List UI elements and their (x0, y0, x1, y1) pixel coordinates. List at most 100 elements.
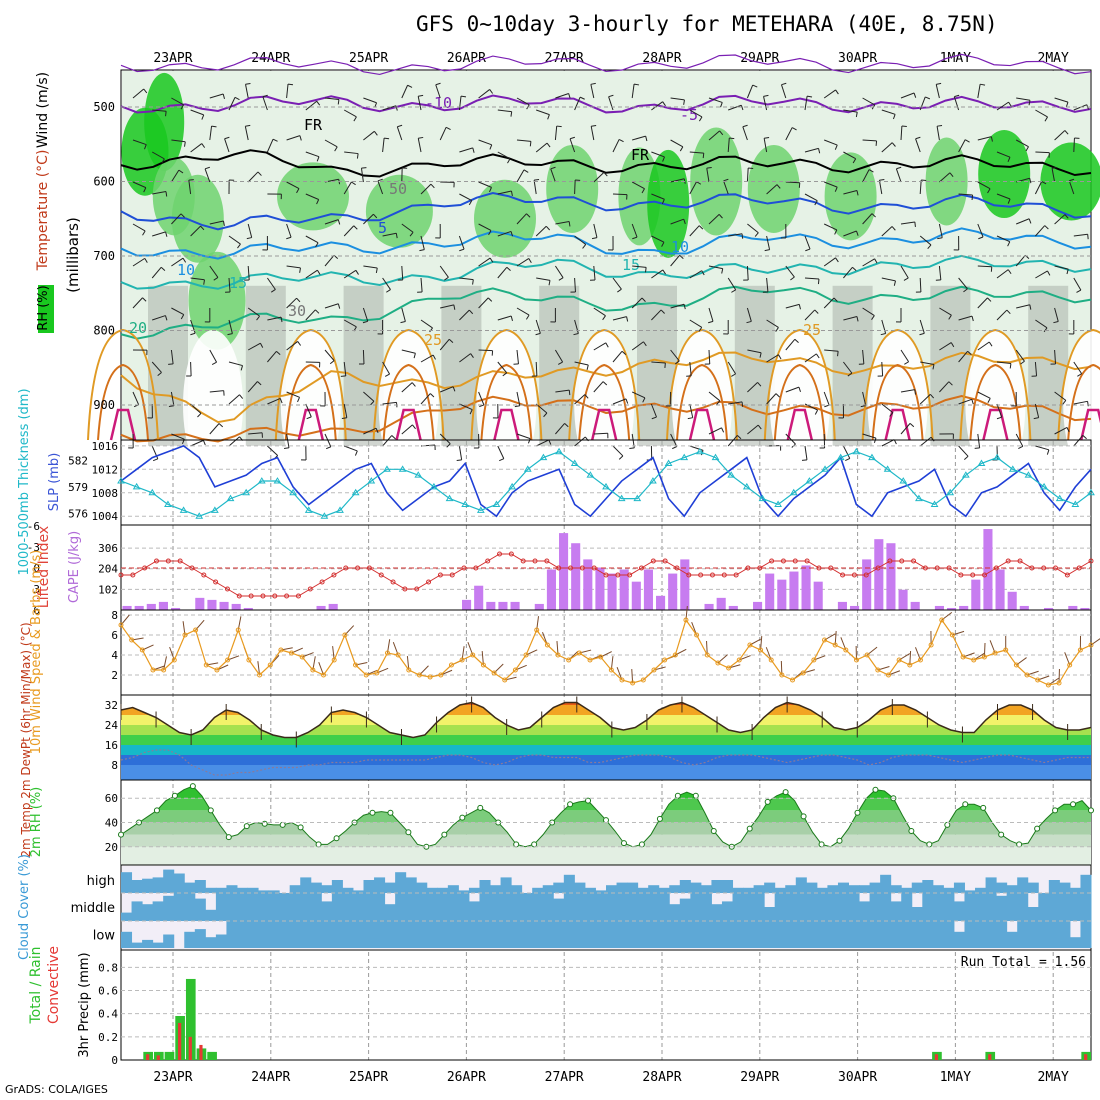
wind-barb (919, 277, 922, 293)
wind-barb (746, 307, 752, 322)
cloud-cell (152, 877, 164, 893)
cape-bar (704, 603, 714, 610)
rh-axis-label: 2m RH (%) (29, 787, 44, 858)
wind-barb (708, 349, 711, 365)
wind-barb (497, 361, 508, 374)
wind-barb (535, 142, 548, 153)
wind-barb-flag (978, 236, 984, 240)
li-marker (520, 558, 526, 564)
wind-barb (689, 403, 694, 418)
cloud-cell (975, 921, 987, 948)
wind-barb-flag (990, 136, 993, 142)
cape-bar (195, 597, 205, 610)
wind-barb (766, 393, 777, 405)
temp-contour-fifteen (120, 254, 1092, 290)
wind-barb-flag (489, 187, 492, 193)
wind-barb (881, 277, 896, 282)
wind-barb (247, 381, 258, 393)
cloud-cell (490, 893, 502, 921)
cloud-cell (700, 893, 712, 921)
wind-barb-flag (260, 342, 264, 348)
li-marker (1041, 565, 1047, 571)
wind-marker (523, 652, 529, 658)
cloud-cell (458, 921, 470, 948)
li-marker (579, 565, 585, 571)
wind-barb (670, 139, 684, 148)
thickness-marker (789, 488, 798, 496)
wind-barb (919, 436, 932, 447)
wind-barb (881, 142, 893, 153)
wind-barb-flag (429, 327, 433, 333)
thickness-marker (461, 500, 470, 507)
temp-bump-30 (871, 363, 924, 441)
cloud-cell (1027, 921, 1039, 948)
contour-label: 15 (622, 256, 640, 274)
wind-barb (555, 389, 570, 393)
wind-barb (804, 277, 819, 280)
li-marker (792, 558, 798, 564)
wind-barb-flag (805, 248, 811, 252)
cloud-cell (490, 885, 502, 893)
pressure-tick: 700 (93, 249, 115, 263)
cloud-cell (816, 887, 828, 893)
wind-barb (536, 109, 550, 116)
wind-barb-flag (184, 141, 186, 147)
top-date-label: 25APR (349, 51, 388, 66)
wind-barb-flag (879, 179, 885, 181)
wind-barb-flag (142, 230, 146, 236)
wind-barb-flag (980, 83, 986, 86)
wind-barb-flag (245, 124, 251, 127)
wind-barb (478, 391, 485, 406)
thickness-marker (226, 494, 235, 502)
wind-barb-flag (868, 169, 874, 173)
cape-bar (1068, 605, 1078, 610)
thickness-marker (695, 447, 704, 455)
precip-legend-conv: Convective (46, 946, 62, 1024)
wind-barb-flag (618, 455, 624, 460)
wind-barb (977, 297, 988, 309)
wind-barb (228, 277, 231, 292)
cloud-cell (595, 921, 607, 948)
wind-barb-flag (164, 315, 168, 321)
cloud-cell (226, 921, 238, 948)
wind-barb-flag (775, 393, 780, 398)
wind-barb (190, 319, 196, 334)
wind-barb-flag (375, 427, 379, 433)
wind-marker (992, 650, 998, 656)
cape-bar (219, 601, 229, 610)
wind-barb (785, 181, 800, 184)
cape-bar (947, 607, 957, 610)
wind-barb (190, 403, 202, 414)
wind-barb (593, 172, 605, 183)
thickness-marker (930, 500, 939, 507)
cloud-cell (880, 921, 892, 948)
wind-barb-flag (165, 191, 168, 197)
wind-barb (766, 235, 771, 250)
wind-marker (416, 672, 422, 678)
wind-barb-flag (180, 104, 185, 110)
wind-barb-flag (144, 258, 148, 263)
wind-barb-flag (698, 225, 704, 230)
bottom-date-labels: 23APR 24APR 25APR 26APR 27APR 28APR 29APR 30APR… (153, 1070, 1069, 1085)
thickness-tick: 576 (68, 507, 88, 520)
wind-barb-flag (621, 350, 627, 356)
wind-barb (1054, 97, 1069, 103)
cape-bar (910, 601, 920, 610)
wind-barb-flag (845, 457, 851, 462)
precip-conv-bar (178, 1022, 182, 1060)
wind-barb (843, 266, 853, 279)
thickness-marker (492, 500, 501, 507)
wind-barb (286, 135, 301, 141)
cloud-cell (743, 887, 755, 893)
cloud-cell (953, 882, 965, 893)
rh-grey-column (637, 285, 677, 446)
rh-grey-column (539, 285, 580, 446)
wind-barb-flag (315, 309, 320, 314)
wind-barb-flag (651, 416, 657, 420)
wind-barb-flag (1020, 360, 1025, 365)
wind-barb (977, 433, 981, 448)
cloud-cell (753, 921, 765, 948)
wind-barb (785, 338, 796, 351)
rh-marker (207, 807, 214, 814)
wind-barb-flag (1007, 157, 1011, 162)
